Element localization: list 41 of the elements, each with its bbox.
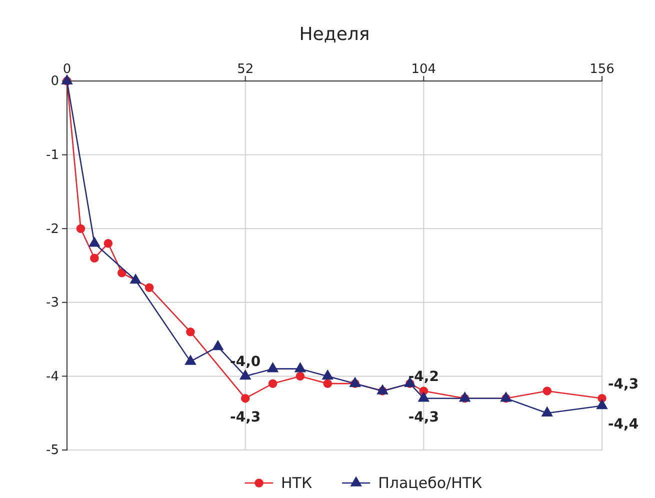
annotation: -4,3 [608, 376, 639, 392]
x-tick-label: 0 [62, 62, 72, 77]
point [184, 354, 196, 365]
point [88, 236, 100, 247]
annotation: -4,3 [408, 409, 439, 426]
legend-label: Плацебо/НТК [378, 474, 483, 492]
point [266, 362, 279, 372]
y-tick-label: -5 [46, 443, 59, 458]
point [76, 224, 86, 233]
x-tick-label: 156 [590, 62, 614, 77]
point [104, 239, 113, 248]
point [239, 369, 252, 380]
point [186, 328, 195, 336]
x-axis-title: Неделя [299, 24, 370, 45]
annotation: -4,3 [230, 409, 261, 426]
point [349, 376, 361, 387]
legend-label: НТК [281, 474, 312, 492]
point [418, 392, 430, 402]
annotation: -4,2 [408, 368, 439, 385]
point [268, 379, 278, 388]
point [240, 394, 250, 403]
point [542, 386, 552, 396]
x-tick-label: 104 [411, 62, 436, 77]
x-tick-label: 52 [237, 62, 254, 77]
point [90, 254, 99, 262]
point [130, 273, 142, 284]
point [296, 372, 305, 381]
point [376, 384, 388, 394]
y-tick-label: -2 [46, 222, 59, 237]
y-tick-label: -3 [46, 296, 59, 311]
point [322, 369, 334, 380]
point [144, 283, 154, 292]
point [596, 398, 608, 410]
y-tick-label: -4 [46, 369, 59, 384]
point [212, 340, 224, 350]
y-tick-label: 0 [50, 74, 59, 90]
point [323, 379, 332, 388]
point [294, 362, 306, 372]
y-tick-label: -1 [46, 148, 59, 163]
point [541, 406, 554, 416]
annotation: -4,4 [608, 416, 639, 433]
